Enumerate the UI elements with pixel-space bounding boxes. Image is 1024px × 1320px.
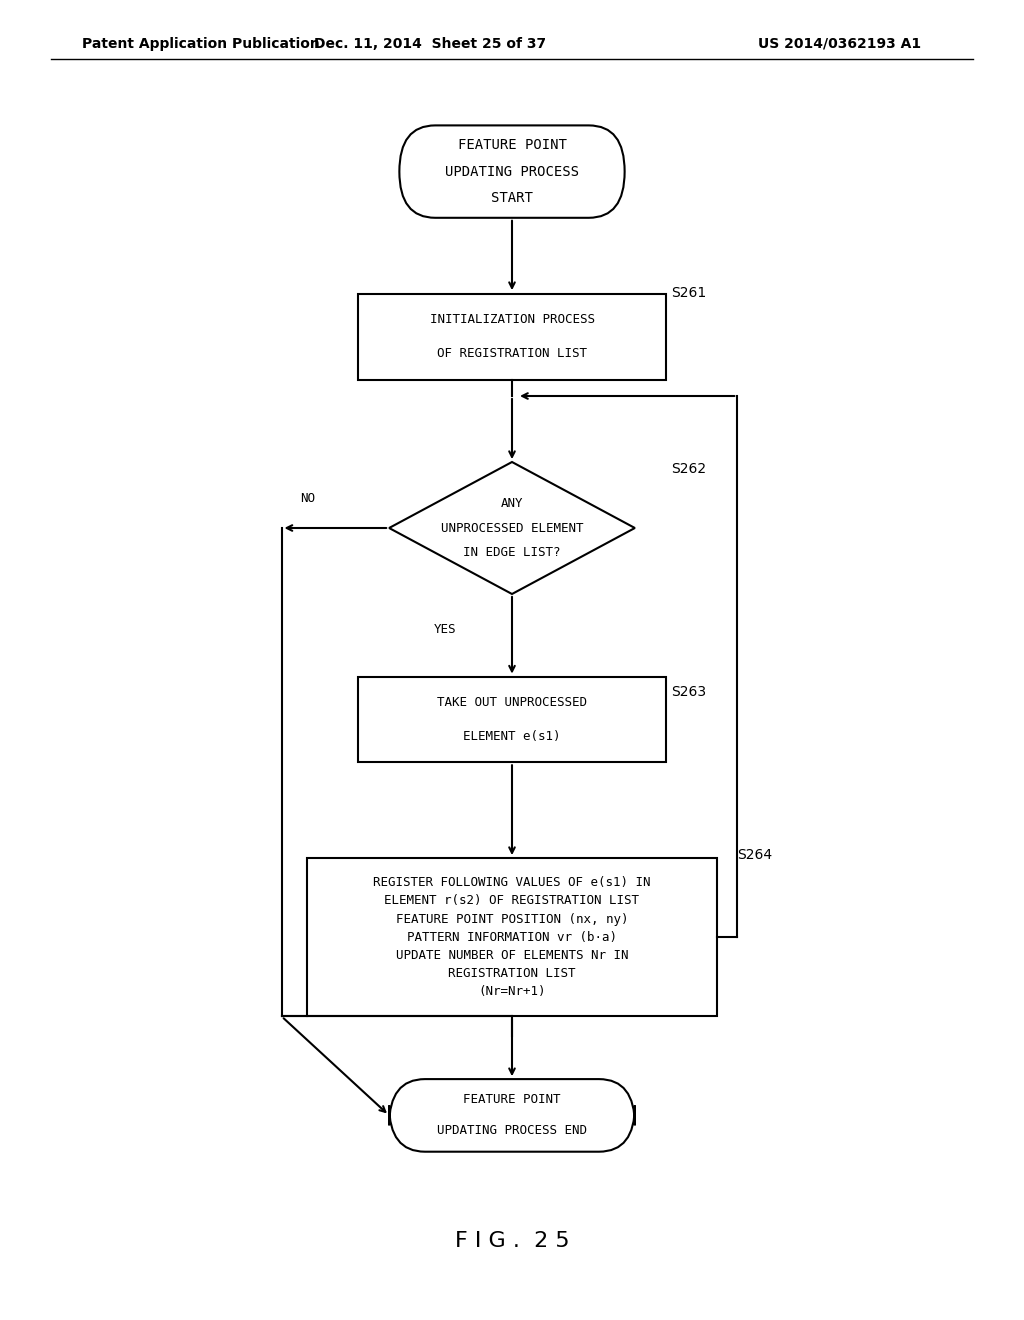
Text: NO: NO <box>300 492 314 506</box>
Text: ANY: ANY <box>501 498 523 511</box>
Text: FEATURE POINT: FEATURE POINT <box>463 1093 561 1106</box>
Text: ELEMENT e(s1): ELEMENT e(s1) <box>463 730 561 743</box>
Text: FEATURE POINT POSITION (nx, ny): FEATURE POINT POSITION (nx, ny) <box>395 912 629 925</box>
Bar <box>358 293 666 380</box>
Text: S261: S261 <box>671 286 706 300</box>
Bar <box>307 858 717 1016</box>
Text: START: START <box>492 191 532 205</box>
Text: OF REGISTRATION LIST: OF REGISTRATION LIST <box>437 347 587 360</box>
Text: INITIALIZATION PROCESS: INITIALIZATION PROCESS <box>429 313 595 326</box>
Bar <box>358 677 666 763</box>
Text: S264: S264 <box>737 849 772 862</box>
Polygon shape <box>389 462 635 594</box>
Text: UNPROCESSED ELEMENT: UNPROCESSED ELEMENT <box>440 521 584 535</box>
Text: UPDATING PROCESS END: UPDATING PROCESS END <box>437 1125 587 1138</box>
Text: YES: YES <box>434 623 457 636</box>
Text: Patent Application Publication: Patent Application Publication <box>82 37 319 50</box>
Text: IN EDGE LIST?: IN EDGE LIST? <box>463 545 561 558</box>
Text: TAKE OUT UNPROCESSED: TAKE OUT UNPROCESSED <box>437 696 587 709</box>
FancyBboxPatch shape <box>399 125 625 218</box>
Text: ELEMENT r(s2) OF REGISTRATION LIST: ELEMENT r(s2) OF REGISTRATION LIST <box>384 895 640 907</box>
FancyBboxPatch shape <box>389 1080 635 1151</box>
Text: FEATURE POINT: FEATURE POINT <box>458 139 566 152</box>
Text: UPDATE NUMBER OF ELEMENTS Nr IN: UPDATE NUMBER OF ELEMENTS Nr IN <box>395 949 629 962</box>
Text: REGISTER FOLLOWING VALUES OF e(s1) IN: REGISTER FOLLOWING VALUES OF e(s1) IN <box>374 876 650 890</box>
Text: REGISTRATION LIST: REGISTRATION LIST <box>449 968 575 979</box>
Text: F I G .  2 5: F I G . 2 5 <box>455 1230 569 1251</box>
Text: US 2014/0362193 A1: US 2014/0362193 A1 <box>758 37 922 50</box>
Text: S263: S263 <box>671 685 706 698</box>
Text: Dec. 11, 2014  Sheet 25 of 37: Dec. 11, 2014 Sheet 25 of 37 <box>314 37 546 50</box>
Text: PATTERN INFORMATION vr (b·a): PATTERN INFORMATION vr (b·a) <box>407 931 617 944</box>
Text: (Nr=Nr+1): (Nr=Nr+1) <box>478 985 546 998</box>
Text: UPDATING PROCESS: UPDATING PROCESS <box>445 165 579 178</box>
Text: S262: S262 <box>671 462 706 475</box>
